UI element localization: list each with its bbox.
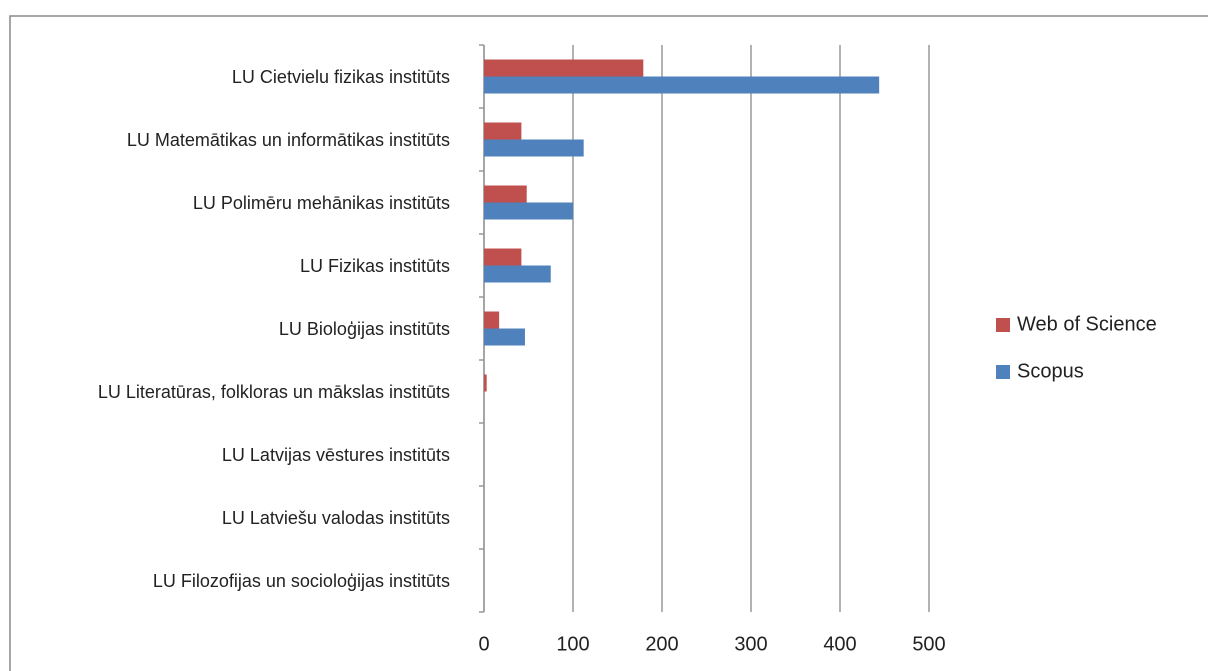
y-tick-label: LU Literatūras, folkloras un mākslas ins… bbox=[97, 381, 450, 402]
y-tick-label: LU Bioloģijas institūts bbox=[278, 318, 450, 339]
y-tick-label: LU Latvijas vēstures institūts bbox=[221, 444, 450, 465]
bar bbox=[484, 311, 500, 329]
bar bbox=[484, 202, 573, 220]
x-tick-label: 500 bbox=[912, 633, 945, 655]
legend-swatch bbox=[996, 365, 1010, 379]
bar bbox=[484, 248, 522, 266]
legend-label: Scopus bbox=[1017, 360, 1084, 382]
legend-label: Web of Science bbox=[1017, 313, 1157, 335]
y-tick-label: LU Polimēru mehānikas institūts bbox=[192, 192, 450, 213]
x-tick-label: 400 bbox=[823, 633, 856, 655]
x-tick-label: 0 bbox=[478, 633, 489, 655]
bar bbox=[484, 59, 644, 77]
chart-frame bbox=[9, 15, 1208, 671]
bar bbox=[484, 185, 527, 203]
bar bbox=[484, 76, 880, 94]
bar bbox=[484, 122, 522, 140]
bar bbox=[484, 265, 551, 283]
bar bbox=[484, 139, 584, 157]
bar bbox=[484, 374, 487, 392]
y-tick-label: LU Cietvielu fizikas institūts bbox=[231, 66, 450, 87]
x-tick-label: 200 bbox=[645, 633, 678, 655]
y-tick-label: LU Matemātikas un informātikas institūts bbox=[126, 129, 450, 150]
bar bbox=[484, 328, 525, 346]
legend-swatch bbox=[996, 318, 1010, 332]
y-tick-label: LU Fizikas institūts bbox=[299, 255, 450, 276]
y-tick-label: LU Filozofijas un socioloģijas institūts bbox=[152, 570, 450, 591]
x-tick-label: 100 bbox=[556, 633, 589, 655]
x-tick-label: 300 bbox=[734, 633, 767, 655]
y-tick-label: LU Latviešu valodas institūts bbox=[221, 507, 450, 528]
